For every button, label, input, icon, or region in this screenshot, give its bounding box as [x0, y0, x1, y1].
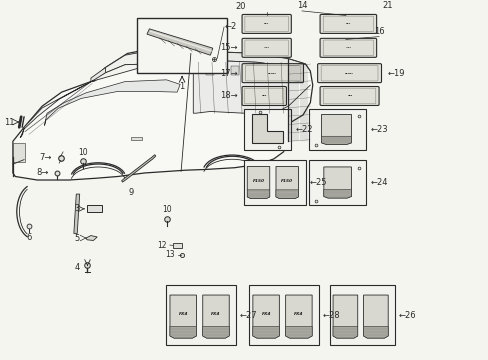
Polygon shape — [170, 295, 196, 338]
Polygon shape — [247, 190, 269, 198]
FancyBboxPatch shape — [317, 64, 381, 83]
Text: 16: 16 — [373, 27, 384, 36]
Text: ←23: ←23 — [369, 125, 387, 134]
Polygon shape — [193, 60, 288, 113]
Text: ←27: ←27 — [240, 311, 257, 320]
Polygon shape — [332, 327, 357, 338]
Polygon shape — [247, 166, 269, 198]
FancyBboxPatch shape — [320, 38, 376, 57]
Text: 9: 9 — [128, 188, 134, 197]
Bar — [131, 137, 142, 140]
Text: 5: 5 — [74, 234, 80, 243]
Bar — [206, 66, 214, 75]
Bar — [308, 159, 366, 205]
Text: SPORT: SPORT — [268, 73, 277, 74]
Text: 1: 1 — [179, 82, 184, 91]
Text: 6: 6 — [26, 233, 32, 242]
Text: SPORT: SPORT — [345, 73, 353, 74]
FancyBboxPatch shape — [320, 14, 376, 33]
FancyBboxPatch shape — [242, 86, 286, 105]
Text: 3: 3 — [74, 204, 80, 213]
Text: ←25: ←25 — [309, 178, 326, 187]
Polygon shape — [122, 155, 156, 182]
Polygon shape — [86, 235, 97, 240]
Bar — [87, 205, 102, 212]
Text: 10: 10 — [163, 206, 172, 215]
Text: F150: F150 — [252, 179, 264, 183]
Text: F150: F150 — [281, 179, 293, 183]
Polygon shape — [20, 53, 190, 138]
Bar — [243, 159, 305, 205]
Text: 21: 21 — [382, 1, 392, 10]
FancyBboxPatch shape — [320, 86, 378, 105]
Polygon shape — [323, 190, 351, 198]
Text: STX: STX — [345, 23, 350, 24]
Polygon shape — [285, 295, 311, 338]
Polygon shape — [74, 194, 80, 233]
Polygon shape — [203, 327, 229, 338]
Polygon shape — [363, 295, 387, 338]
FancyBboxPatch shape — [242, 64, 303, 83]
Text: 20: 20 — [235, 2, 246, 11]
Text: 8→: 8→ — [36, 168, 48, 177]
Polygon shape — [147, 29, 212, 55]
Text: 13: 13 — [165, 250, 175, 259]
Text: 7→: 7→ — [40, 153, 52, 162]
Polygon shape — [332, 295, 357, 338]
Bar — [255, 66, 263, 75]
Bar — [243, 109, 291, 150]
Polygon shape — [252, 295, 279, 338]
Bar — [137, 18, 227, 73]
Text: 18→: 18→ — [220, 91, 237, 100]
Bar — [166, 285, 236, 345]
Text: 4x4: 4x4 — [346, 47, 350, 48]
Text: 11: 11 — [4, 117, 14, 126]
Text: 10: 10 — [78, 148, 87, 157]
Text: STX: STX — [264, 23, 269, 24]
Text: 4: 4 — [74, 263, 80, 272]
Text: ←28: ←28 — [323, 311, 340, 320]
Text: XTR: XTR — [346, 95, 351, 96]
FancyBboxPatch shape — [242, 38, 291, 57]
Text: FX4: FX4 — [178, 312, 187, 316]
Text: 14: 14 — [296, 1, 306, 10]
Bar — [249, 285, 319, 345]
Polygon shape — [252, 327, 279, 338]
Polygon shape — [91, 51, 189, 82]
Bar — [230, 66, 238, 75]
Text: FX4: FX4 — [261, 312, 270, 316]
Polygon shape — [363, 327, 387, 338]
Text: ←22: ←22 — [295, 125, 312, 134]
Bar — [329, 285, 394, 345]
Polygon shape — [91, 68, 105, 82]
Text: 17→: 17→ — [220, 69, 237, 78]
Polygon shape — [323, 167, 351, 198]
Bar — [172, 243, 181, 248]
Polygon shape — [13, 48, 312, 180]
Polygon shape — [285, 327, 311, 338]
Text: XTR: XTR — [261, 95, 266, 96]
Bar — [13, 143, 25, 162]
Polygon shape — [321, 114, 351, 144]
Polygon shape — [44, 80, 180, 126]
Text: ←24: ←24 — [369, 178, 387, 187]
Polygon shape — [321, 136, 351, 144]
Text: 15→: 15→ — [220, 43, 237, 52]
Text: FX4: FX4 — [294, 312, 303, 316]
Polygon shape — [190, 52, 305, 67]
Text: ←2: ←2 — [224, 22, 237, 31]
Polygon shape — [170, 327, 196, 338]
Text: 12: 12 — [157, 240, 166, 249]
Text: FX4: FX4 — [211, 312, 220, 316]
Text: 4x4: 4x4 — [264, 47, 268, 48]
FancyBboxPatch shape — [242, 14, 291, 33]
Polygon shape — [275, 166, 298, 198]
Text: ←19: ←19 — [386, 69, 404, 78]
Bar — [308, 109, 366, 150]
Polygon shape — [275, 190, 298, 198]
Polygon shape — [203, 295, 229, 338]
Polygon shape — [252, 114, 282, 143]
Bar — [277, 66, 285, 75]
Text: ←26: ←26 — [398, 311, 415, 320]
